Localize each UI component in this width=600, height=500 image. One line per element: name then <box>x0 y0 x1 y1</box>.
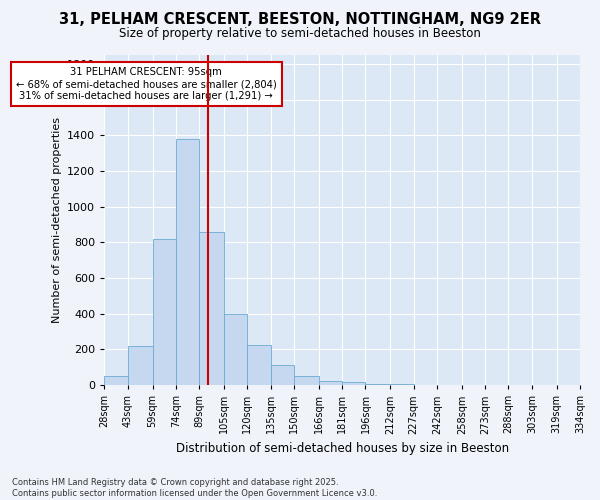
Bar <box>104 376 128 385</box>
Bar <box>247 345 271 385</box>
Text: Size of property relative to semi-detached houses in Beeston: Size of property relative to semi-detach… <box>119 28 481 40</box>
Bar <box>224 314 247 385</box>
X-axis label: Distribution of semi-detached houses by size in Beeston: Distribution of semi-detached houses by … <box>176 442 509 455</box>
Y-axis label: Number of semi-detached properties: Number of semi-detached properties <box>52 117 62 323</box>
Bar <box>271 364 294 385</box>
Bar <box>199 232 224 385</box>
Bar <box>319 380 342 385</box>
Text: Contains HM Land Registry data © Crown copyright and database right 2025.
Contai: Contains HM Land Registry data © Crown c… <box>12 478 377 498</box>
Text: 31 PELHAM CRESCENT: 95sqm
← 68% of semi-detached houses are smaller (2,804)
31% : 31 PELHAM CRESCENT: 95sqm ← 68% of semi-… <box>16 68 277 100</box>
Text: 31, PELHAM CRESCENT, BEESTON, NOTTINGHAM, NG9 2ER: 31, PELHAM CRESCENT, BEESTON, NOTTINGHAM… <box>59 12 541 28</box>
Bar <box>176 139 199 385</box>
Bar <box>152 239 176 385</box>
Bar <box>391 384 413 385</box>
Bar <box>294 376 319 385</box>
Bar <box>365 384 391 385</box>
Bar <box>128 346 152 385</box>
Bar <box>342 382 365 385</box>
